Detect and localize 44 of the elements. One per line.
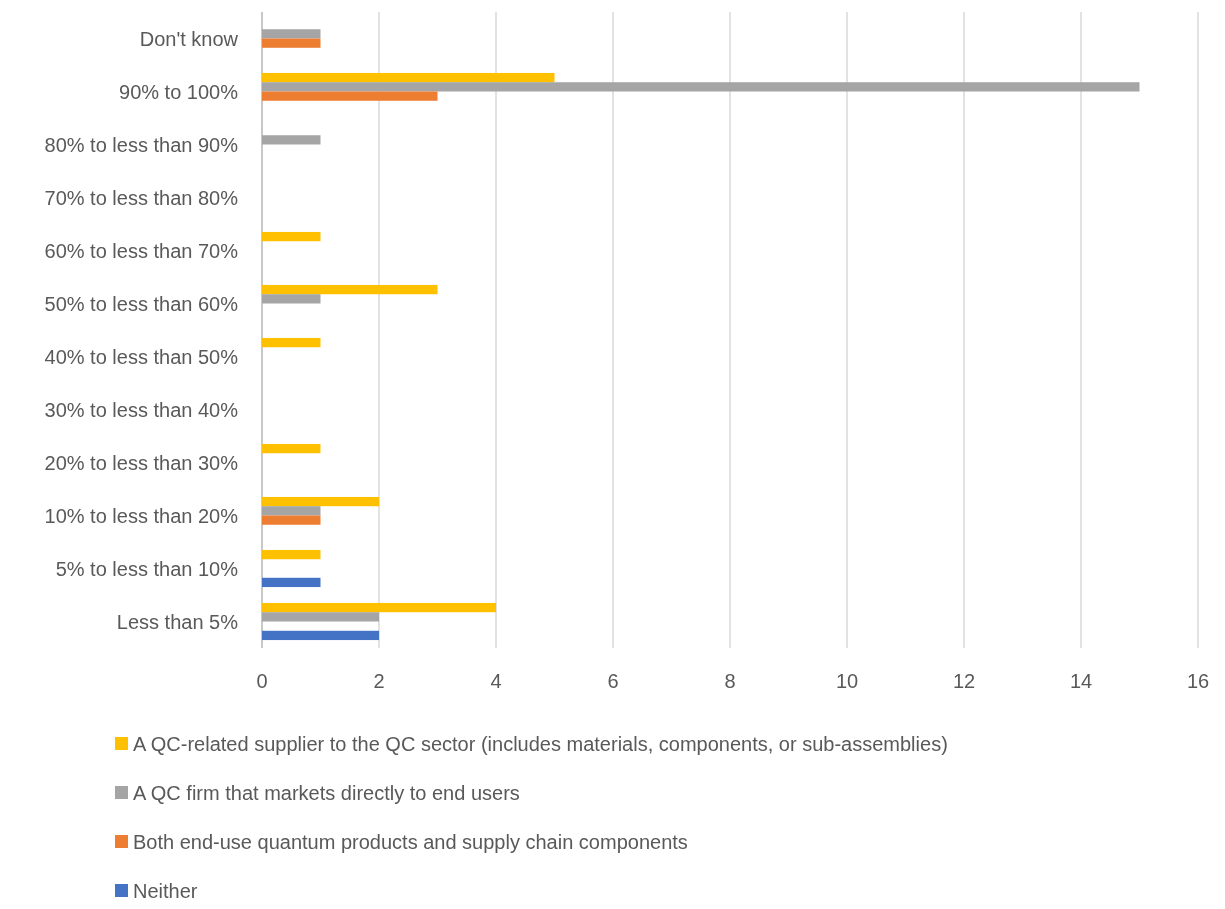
x-tick-label: 0 <box>256 670 268 692</box>
bar <box>262 82 1140 92</box>
y-tick-label: 70% to less than 80% <box>44 186 239 209</box>
x-tick-label: 2 <box>373 670 385 692</box>
x-tick-label: 10 <box>835 670 859 692</box>
bar <box>262 72 555 83</box>
x-tick-label: 6 <box>607 670 619 692</box>
legend-label: Both end-use quantum products and supply chain components <box>133 831 688 853</box>
bar <box>262 549 321 560</box>
y-tick-label: 30% to less than 40% <box>44 398 239 421</box>
bar <box>262 515 321 525</box>
bar <box>262 91 438 101</box>
y-tick-label: 40% to less than 50% <box>44 345 239 368</box>
x-tick-label: 16 <box>1186 670 1210 692</box>
legend-label: A QC-related supplier to the QC sector (includes materials, components, or sub-assemblies) <box>133 733 948 755</box>
y-tick-label: 5% to less than 10% <box>55 557 239 580</box>
x-tick-label: 14 <box>1069 670 1093 692</box>
bar <box>262 294 321 304</box>
bar <box>262 337 321 348</box>
x-tick-label: 12 <box>952 670 976 692</box>
bar <box>262 630 379 641</box>
bar <box>262 496 379 507</box>
bar <box>262 577 321 588</box>
legend-label: A QC firm that markets directly to end users <box>133 782 520 804</box>
y-tick-label: 10% to less than 20% <box>44 504 239 527</box>
y-tick-label: 20% to less than 30% <box>44 451 239 474</box>
bar <box>262 135 321 145</box>
x-tick-label: 8 <box>724 670 736 692</box>
y-tick-label: 90% to 100% <box>119 80 239 103</box>
bar <box>262 29 321 39</box>
bar <box>262 602 496 613</box>
y-tick-label: 50% to less than 60% <box>44 292 239 315</box>
y-tick-label: Less than 5% <box>116 610 239 633</box>
y-tick-label: Don't know <box>139 27 239 50</box>
bar <box>262 231 321 242</box>
bar <box>262 284 438 295</box>
bar <box>262 612 379 622</box>
y-tick-label: 80% to less than 90% <box>44 133 239 156</box>
x-tick-label: 4 <box>490 670 502 692</box>
bar <box>262 443 321 454</box>
legend-label: Neither <box>133 880 198 902</box>
bar <box>262 38 321 48</box>
bar <box>262 506 321 516</box>
y-tick-label: 60% to less than 70% <box>44 239 239 262</box>
